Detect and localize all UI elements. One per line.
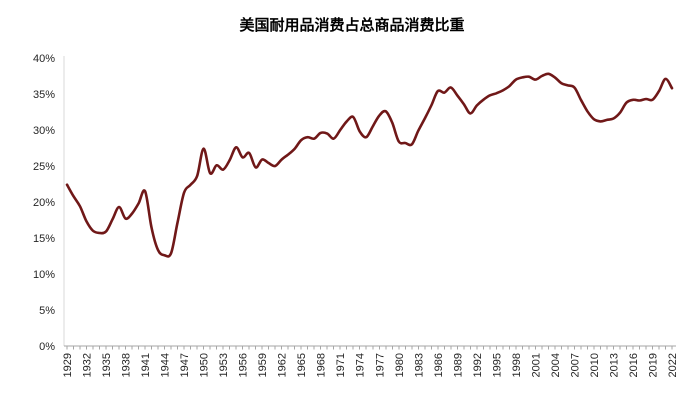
x-axis-label: 1938	[121, 353, 133, 377]
y-axis-label: 20%	[33, 197, 55, 209]
x-axis-label: 1983	[413, 353, 425, 377]
x-axis-label: 1998	[511, 353, 523, 377]
x-axis-label: 1941	[140, 353, 152, 377]
x-axis-label: 2013	[608, 353, 620, 377]
axes-layer	[63, 56, 676, 350]
y-axis-label: 35%	[33, 89, 55, 101]
x-axis-label: 1944	[160, 353, 172, 377]
x-axis-label: 1962	[277, 353, 289, 377]
x-axis-label: 2010	[589, 353, 601, 377]
x-axis-label: 1980	[394, 353, 406, 377]
x-axis-label: 1977	[374, 353, 386, 377]
y-axis-label: 25%	[33, 161, 55, 173]
x-axis-label: 1968	[316, 353, 328, 377]
x-axis-label: 2004	[550, 353, 562, 377]
x-axis-label: 2022	[667, 353, 679, 377]
x-axis-label: 2001	[530, 353, 542, 377]
axis-labels-layer: 0% 5% 10% 15% 20% 25% 30% 35% 40% 1929 1932 1935 193…	[33, 53, 679, 377]
x-axis-label: 1935	[101, 353, 113, 377]
x-axis-label: 2016	[628, 353, 640, 377]
y-axis-label: 15%	[33, 233, 55, 245]
x-axis-label: 1995	[491, 353, 503, 377]
x-axis-label: 1959	[257, 353, 269, 377]
x-axis-label: 2007	[569, 353, 581, 377]
data-series-layer	[65, 72, 674, 258]
x-axis-label: 1929	[62, 353, 74, 377]
x-axis-label: 1965	[296, 353, 308, 377]
x-axis-label: 1986	[433, 353, 445, 377]
x-axis-label: 1956	[238, 353, 250, 377]
y-axis-label: 5%	[39, 305, 55, 317]
x-axis-label: 1953	[218, 353, 230, 377]
x-axis-label: 1932	[82, 353, 94, 377]
y-axis-label: 10%	[33, 269, 55, 281]
x-axis-label: 1989	[452, 353, 464, 377]
x-axis-label: 1947	[179, 353, 191, 377]
chart-title: 美国耐用品消费占总商品消费比重	[239, 16, 464, 34]
x-axis-label: 1974	[355, 353, 367, 377]
x-axis-label: 2019	[647, 353, 659, 377]
x-axis-label: 1950	[199, 353, 211, 377]
durables-share-line	[65, 72, 674, 258]
y-axis-label: 30%	[33, 125, 55, 137]
x-axis-label: 1992	[472, 353, 484, 377]
y-axis-label: 40%	[33, 53, 55, 65]
x-axis-label: 1971	[335, 353, 347, 377]
y-axis-label: 0%	[39, 341, 55, 353]
